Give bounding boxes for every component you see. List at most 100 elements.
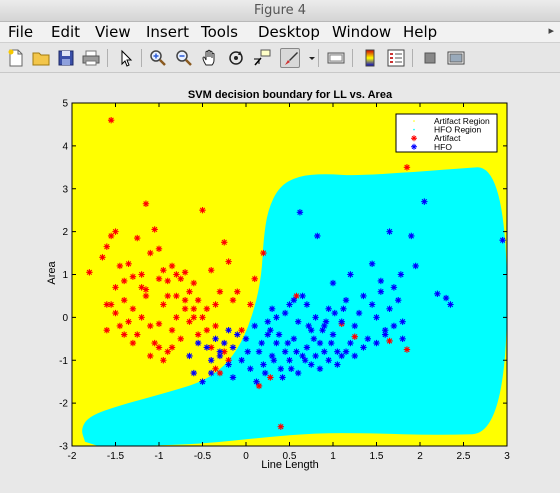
pan-hand-icon[interactable] [200,48,220,68]
hfo-point[interactable] [221,339,228,347]
hfo-point[interactable] [301,357,309,364]
hfo-point[interactable] [447,301,454,308]
hfo-point[interactable] [253,378,260,385]
artifact-point[interactable] [225,357,232,364]
artifact-point[interactable] [181,297,189,304]
hfo-point[interactable] [325,305,332,313]
artifact-point[interactable] [251,275,258,282]
hfo-point[interactable] [342,297,350,304]
artifact-point[interactable] [120,277,128,285]
artifact-point[interactable] [120,331,128,338]
hfo-point[interactable] [207,369,215,377]
hfo-point[interactable] [442,294,450,302]
hfo-point[interactable] [377,288,385,295]
save-icon[interactable] [56,48,76,68]
artifact-point[interactable] [403,346,411,353]
artifact-point[interactable] [120,297,128,304]
hfo-point[interactable] [319,327,326,334]
artifact-point[interactable] [112,309,119,317]
hfo-point[interactable] [347,271,354,278]
open-file-icon[interactable] [31,48,51,68]
hfo-point[interactable] [399,318,406,325]
artifact-point[interactable] [247,301,254,308]
hfo-point[interactable] [338,318,345,325]
hfo-point[interactable] [216,348,224,355]
artifact-point[interactable] [107,116,115,124]
artifact-point[interactable] [134,234,141,242]
artifact-point[interactable] [207,267,215,274]
artifact-point[interactable] [225,258,232,265]
artifact-point[interactable] [134,331,141,338]
hfo-point[interactable] [267,327,274,334]
artifact-point[interactable] [207,344,215,351]
zoom-in-icon[interactable] [148,48,168,68]
hfo-point[interactable] [186,352,193,360]
edit-plot-arrow-icon[interactable] [116,48,136,68]
hfo-point[interactable] [408,232,415,240]
hfo-point[interactable] [264,318,271,325]
artifact-point[interactable] [155,320,163,328]
hfo-point[interactable] [258,339,265,347]
hide-plot-tools-icon[interactable] [420,48,440,68]
hfo-point[interactable] [355,309,363,317]
hfo-point[interactable] [275,331,283,338]
insert-colorbar-icon[interactable] [360,48,380,68]
artifact-point[interactable] [216,288,224,295]
artifact-point[interactable] [351,333,358,340]
artifact-point[interactable] [138,271,145,278]
hfo-point[interactable] [286,301,293,308]
artifact-point[interactable] [99,254,106,261]
hfo-point[interactable] [321,322,328,330]
artifact-point[interactable] [177,335,184,343]
hfo-point[interactable] [234,331,241,338]
artifact-point[interactable] [260,249,267,257]
hfo-point[interactable] [316,365,324,373]
artifact-point[interactable] [212,301,219,308]
hfo-point[interactable] [360,344,367,351]
artifact-point[interactable] [160,357,167,364]
artifact-point[interactable] [255,382,263,390]
artifact-point[interactable] [168,262,176,270]
hfo-point[interactable] [277,365,284,373]
artifact-point[interactable] [194,297,202,304]
artifact-point[interactable] [160,267,167,274]
hfo-point[interactable] [290,335,298,343]
artifact-point[interactable] [173,314,180,321]
hfo-point[interactable] [299,292,306,300]
artifact-point[interactable] [151,339,158,347]
rotate-3d-icon[interactable] [226,48,246,68]
hfo-point[interactable] [279,374,286,381]
artifact-point[interactable] [190,305,198,313]
artifact-point[interactable] [238,327,245,334]
scatter-plot[interactable]: SVM decision boundary for LL vs. Area -2… [0,74,560,493]
hfo-point[interactable] [334,348,341,355]
artifact-point[interactable] [164,292,171,300]
artifact-point[interactable] [212,322,219,330]
hfo-point[interactable] [373,314,380,321]
hfo-point[interactable] [212,335,219,343]
hfo-point[interactable] [295,369,302,377]
hfo-point[interactable] [312,352,319,360]
data-cursor-icon[interactable] [252,48,272,68]
hfo-point[interactable] [377,277,385,285]
hfo-point[interactable] [499,236,506,244]
menu-insert[interactable]: Insert [146,23,190,41]
artifact-point[interactable] [155,275,163,282]
hfo-point[interactable] [229,374,237,381]
hfo-point[interactable] [412,262,419,270]
artifact-point[interactable] [112,284,119,291]
hfo-point[interactable] [203,344,211,351]
artifact-point[interactable] [107,301,115,308]
artifact-point[interactable] [129,305,137,313]
artifact-point[interactable] [194,331,202,338]
hfo-point[interactable] [273,339,280,347]
hfo-point[interactable] [386,305,393,313]
hfo-point[interactable] [368,260,376,267]
hfo-point[interactable] [399,335,406,343]
artifact-point[interactable] [155,245,163,252]
artifact-point[interactable] [142,286,150,293]
hfo-point[interactable] [386,228,393,235]
artifact-point[interactable] [147,322,154,330]
hfo-point[interactable] [229,344,237,351]
